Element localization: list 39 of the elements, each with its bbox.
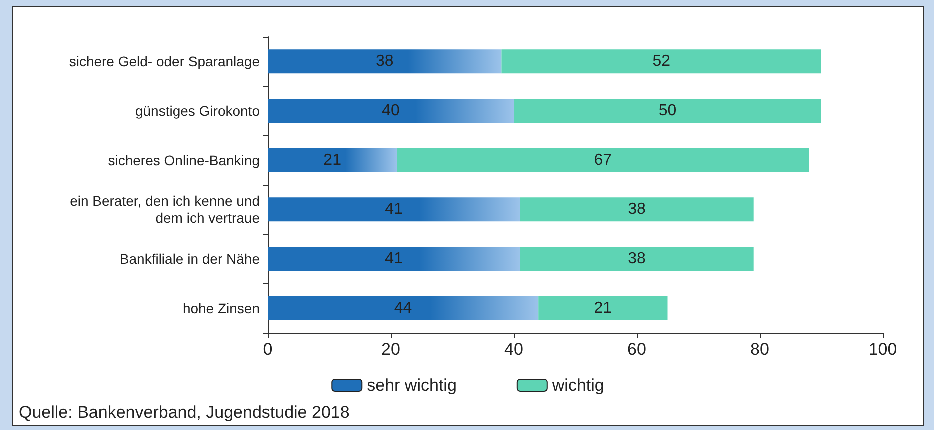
data-label: 41 <box>385 250 404 268</box>
x-tick-label: 60 <box>628 340 646 359</box>
bar <box>268 247 520 271</box>
bar <box>397 148 810 172</box>
legend-label: sehr wichtig <box>367 376 457 395</box>
x-tick-label: 100 <box>868 340 898 359</box>
data-label: 38 <box>376 53 394 70</box>
data-label: 40 <box>382 102 400 120</box>
x-tick-label: 40 <box>504 340 524 359</box>
bar <box>502 50 822 74</box>
bar <box>538 296 668 320</box>
y-tick-label: ein Berater, den ich kenne und dem ich vertraue <box>70 193 260 226</box>
y-tick-label: günstiges Girokonto <box>135 103 260 119</box>
data-label: 21 <box>324 152 342 169</box>
bar <box>514 99 822 123</box>
x-tick-label: 0 <box>263 340 273 359</box>
source-note: Quelle: Bankenverband, Jugendstudie 2018 <box>19 403 350 422</box>
data-label: 52 <box>652 53 671 70</box>
bar <box>268 198 520 222</box>
data-label: 38 <box>628 250 646 268</box>
y-tick-label: sichere Geld- oder Sparanlage <box>69 54 260 70</box>
bar <box>268 50 502 74</box>
data-label: 50 <box>658 102 677 120</box>
bar <box>268 99 514 123</box>
data-label: 67 <box>594 152 612 169</box>
x-tick-label: 20 <box>382 340 400 359</box>
x-tick-label: 80 <box>750 340 770 359</box>
bar <box>520 247 754 271</box>
bar <box>268 296 539 320</box>
data-label: 21 <box>594 300 612 317</box>
y-tick-label: hohe Zinsen <box>182 300 260 316</box>
legend-label: wichtig <box>551 376 604 395</box>
y-tick-label: sicheres Online-Banking <box>108 152 260 168</box>
y-tick-label: Bankfiliale in der Nähe <box>120 251 260 267</box>
bar <box>520 198 754 222</box>
data-label: 41 <box>385 201 404 218</box>
data-label: 44 <box>394 300 412 317</box>
data-label: 38 <box>628 201 646 218</box>
bar <box>268 148 398 172</box>
